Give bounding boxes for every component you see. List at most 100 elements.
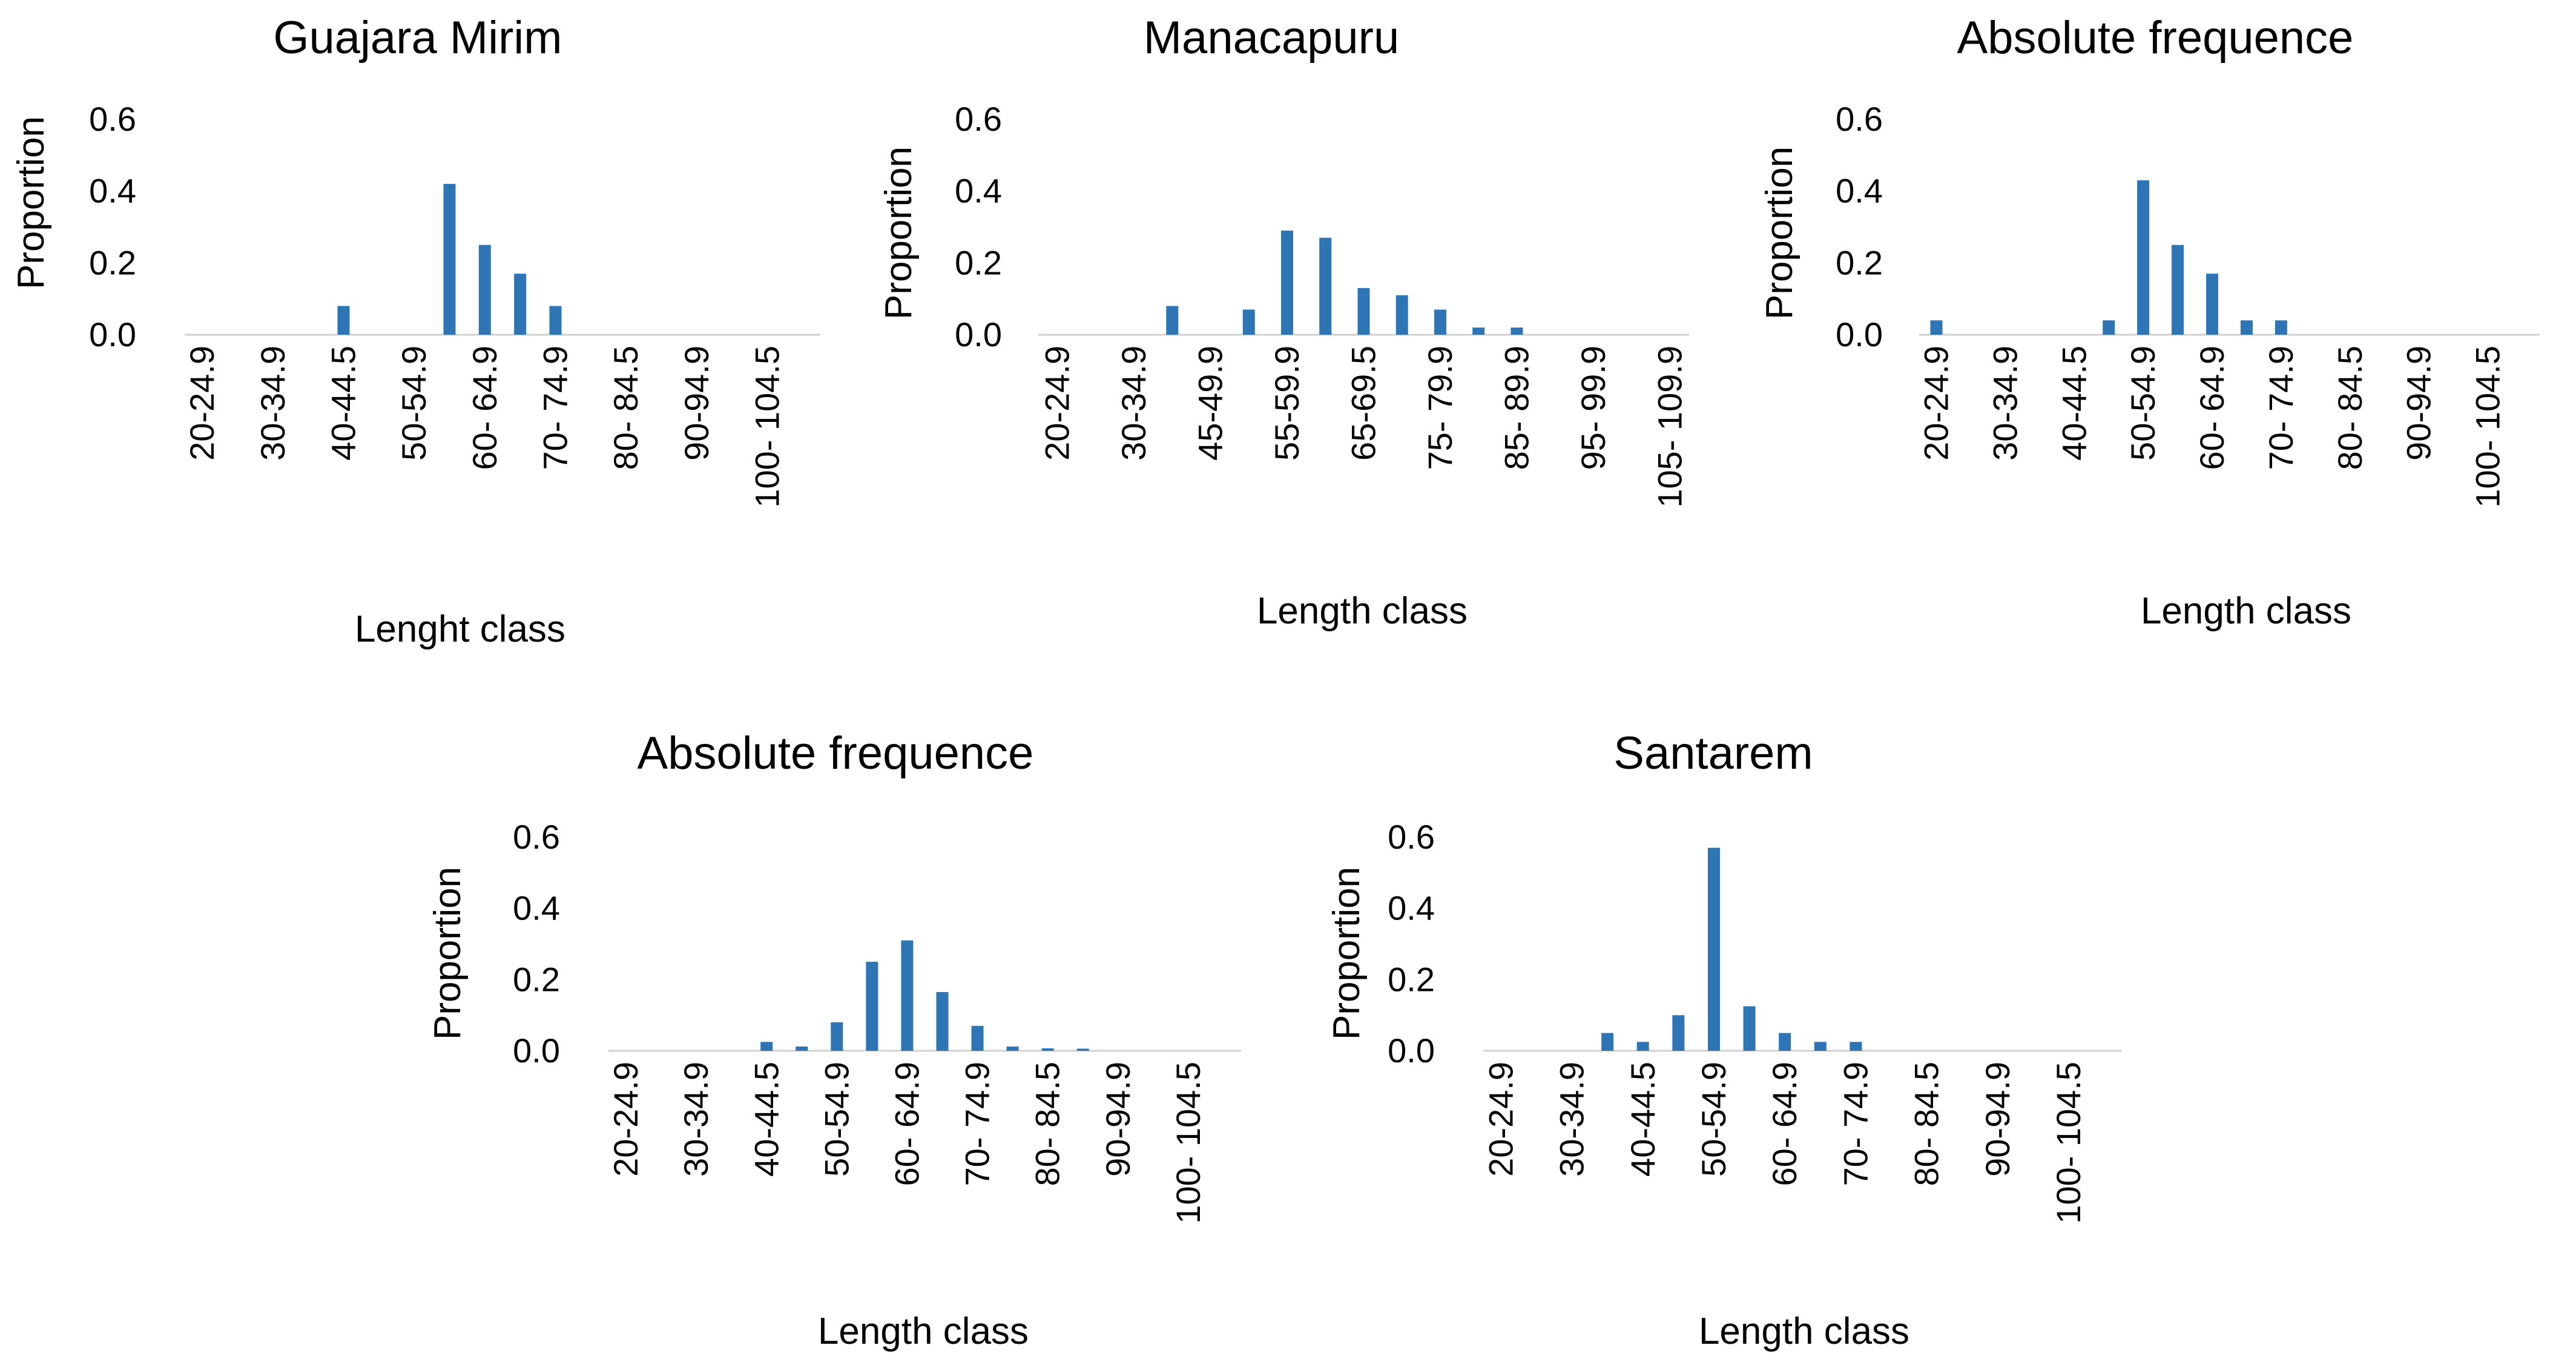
bar [796, 1046, 808, 1051]
x-tick-label: 40-44.5 [747, 1062, 785, 1177]
bar [1242, 309, 1255, 335]
chart-2: Manacapuru Proportion 0.0 0.2 0.4 0.6 20-24.9 3… [878, 12, 1689, 632]
y-tick-label: 0.4 [1388, 889, 1435, 927]
y-axis-label: Proportion [427, 867, 469, 1040]
bar [1281, 230, 1294, 335]
x-tick-label: 30-34.9 [677, 1062, 715, 1177]
chart-3: Absolute frequence Proportion 0.0 0.2 0.4 0.6… [1759, 12, 2540, 632]
bar [2275, 320, 2287, 335]
y-tick-label: 0.6 [955, 100, 1002, 138]
x-tick-label: 40-44.5 [1624, 1062, 1662, 1177]
bar [1672, 1015, 1685, 1051]
x-axis-label: Length class [1257, 590, 1468, 632]
x-tick-label: 90-94.9 [1978, 1062, 2017, 1177]
chart-title: Manacapuru [1144, 12, 1400, 64]
x-tick-label: 60- 64.9 [466, 346, 504, 470]
x-tick-label: 60- 64.9 [1765, 1062, 1804, 1186]
bar [1850, 1042, 1862, 1051]
y-tick-label: 0.4 [955, 172, 1002, 210]
chart-title: Santarem [1613, 728, 1813, 779]
y-tick-label: 0.6 [1836, 100, 1883, 138]
bar [1930, 320, 1943, 335]
bar [1076, 1048, 1089, 1051]
bar [1472, 327, 1485, 335]
bar [866, 961, 878, 1051]
bar [1319, 237, 1332, 335]
x-tick-label: 45-49.9 [1191, 346, 1230, 461]
bar [1814, 1042, 1827, 1051]
chart-title: Absolute frequence [637, 728, 1034, 779]
bar [1434, 309, 1446, 335]
bar [971, 1025, 984, 1051]
x-tick-label: 70- 74.9 [2262, 346, 2300, 470]
x-tick-label: 40-44.5 [2055, 346, 2093, 461]
bar [549, 306, 562, 335]
x-tick-label: 65-69.5 [1345, 346, 1383, 461]
y-axis-label: Proportion [1326, 867, 1368, 1040]
y-tick-label: 0.6 [89, 100, 136, 138]
chart-4: Absolute frequence Proportion 0.0 0.2 0.4 0.6… [427, 728, 1241, 1352]
chart-title: Guajara Mirim [273, 12, 562, 64]
x-tick-label: 85- 89.9 [1497, 346, 1535, 470]
x-tick-label: 30-34.9 [1553, 1062, 1591, 1177]
bar [443, 183, 456, 335]
chart-title: Absolute frequence [1957, 12, 2354, 64]
x-tick-label: 70- 74.9 [1836, 1062, 1874, 1186]
x-tick-label: 100- 104.5 [1169, 1062, 1207, 1224]
bar [1601, 1033, 1614, 1051]
x-tick-label: 60- 64.9 [2193, 346, 2231, 470]
x-tick-label: 95- 99.9 [1574, 346, 1612, 470]
x-tick-label: 75- 79.9 [1421, 346, 1459, 470]
y-tick-label: 0.0 [513, 1031, 560, 1070]
bar [2172, 245, 2184, 335]
x-tick-label: 20-24.9 [607, 1062, 645, 1177]
chart-1: Guajara Mirim Proportion 0.0 0.2 0.4 0.6 20-24… [10, 12, 820, 650]
x-tick-label: 105- 109.9 [1650, 346, 1688, 508]
x-tick-label: 80- 84.5 [2331, 346, 2369, 470]
bar [1006, 1046, 1019, 1051]
x-tick-label: 30-34.9 [254, 346, 292, 461]
x-tick-label: 55-59.9 [1268, 346, 1306, 461]
x-tick-label: 20-24.9 [1038, 346, 1076, 461]
bar [2240, 320, 2253, 335]
bar [936, 991, 949, 1051]
y-tick-label: 0.2 [1388, 960, 1435, 998]
x-tick-label: 20-24.9 [1917, 346, 1955, 461]
x-tick-label: 90-94.9 [677, 346, 716, 461]
x-axis-label: Length class [1699, 1310, 1909, 1352]
x-tick-label: 50-54.9 [1695, 1062, 1733, 1177]
x-tick-label: 50-54.9 [2124, 346, 2162, 461]
x-tick-label: 100- 104.5 [2469, 346, 2507, 508]
bar [1166, 306, 1179, 335]
bar [1510, 327, 1523, 335]
bar [2103, 320, 2115, 335]
chart-5: Santarem Proportion 0.0 0.2 0.4 0.6 20-24.9 30-… [1326, 728, 2122, 1352]
bar [831, 1022, 843, 1051]
bar [514, 274, 527, 335]
x-tick-label: 30-34.9 [1986, 346, 2024, 461]
y-tick-label: 0.0 [1388, 1031, 1435, 1070]
y-tick-label: 0.4 [89, 172, 136, 210]
y-tick-label: 0.4 [513, 889, 560, 927]
y-tick-label: 0.0 [955, 315, 1002, 353]
x-tick-label: 20-24.9 [183, 346, 221, 461]
bar [1041, 1048, 1054, 1051]
y-tick-label: 0.2 [513, 960, 560, 998]
y-tick-label: 0.2 [955, 243, 1002, 281]
x-tick-label: 70- 74.9 [958, 1062, 996, 1186]
x-tick-label: 90-94.9 [1099, 1062, 1137, 1177]
y-axis-label: Proportion [878, 146, 920, 320]
x-tick-label: 50-54.9 [817, 1062, 855, 1177]
y-tick-label: 0.4 [1836, 172, 1883, 210]
y-tick-label: 0.2 [1836, 243, 1883, 281]
x-axis-label: Length class [2141, 590, 2351, 632]
bar [2206, 274, 2219, 335]
y-axis-label: Proportion [1759, 146, 1800, 320]
bar [760, 1042, 773, 1051]
bar [1395, 295, 1408, 335]
x-axis-label: Lenght class [355, 608, 565, 650]
x-tick-label: 100- 104.5 [2049, 1062, 2087, 1224]
x-tick-label: 30-34.9 [1115, 346, 1153, 461]
x-tick-label: 40-44.5 [324, 346, 363, 461]
